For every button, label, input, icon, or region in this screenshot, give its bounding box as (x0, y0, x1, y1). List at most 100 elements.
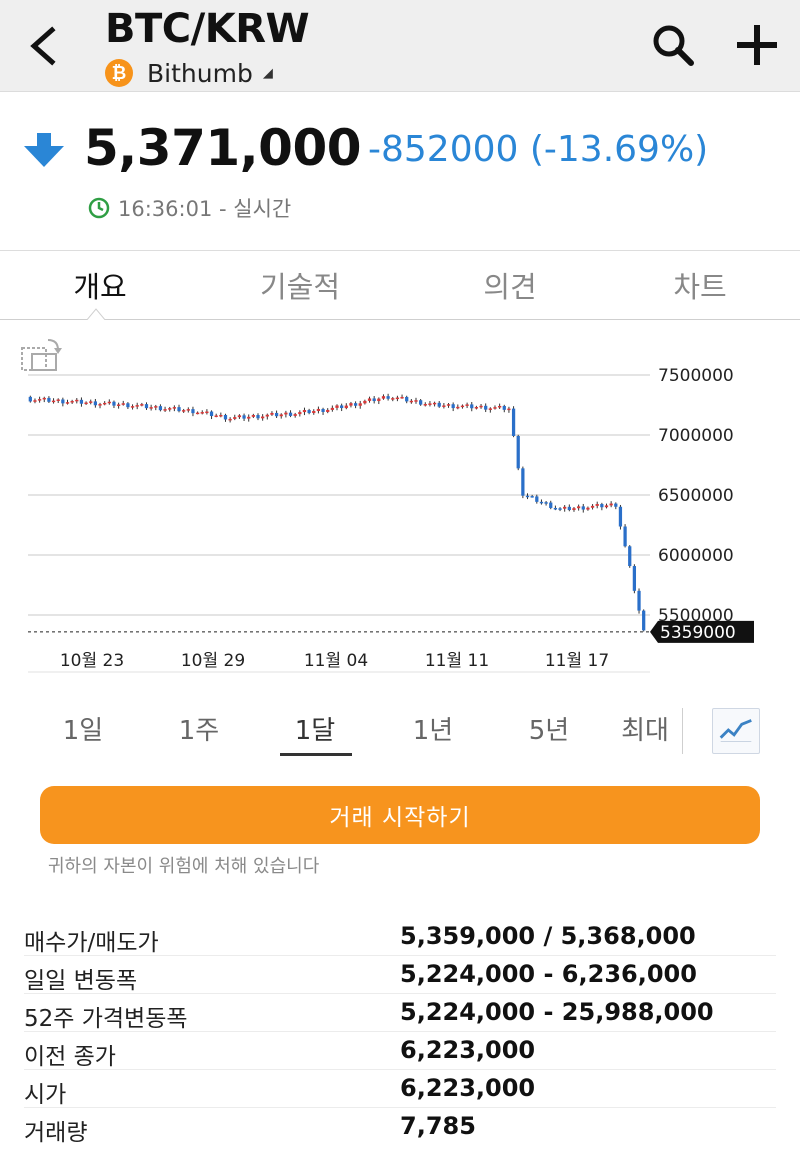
candle-body (628, 546, 632, 567)
stat-row-52w-range: 52주 가격변동폭 5,224,000 - 25,988,000 (24, 994, 776, 1032)
period-1y[interactable]: 1년 (412, 716, 454, 746)
stat-value: 6,223,000 (400, 1036, 536, 1064)
candle-body (140, 404, 144, 406)
start-trading-button[interactable]: 거래 시작하기 (40, 786, 760, 844)
candle-body (56, 399, 60, 401)
candle-body (442, 405, 446, 407)
period-1w[interactable]: 1주 (178, 716, 220, 746)
x-tick-label: 11월 17 (545, 651, 609, 671)
exchange-selector[interactable]: ₿ Bithumb ◢ (105, 58, 273, 88)
stat-row-open: 시가 6,223,000 (24, 1070, 776, 1108)
price-chart[interactable]: 7500000 7000000 6500000 6000000 5500000 10월 2… (0, 322, 800, 680)
active-tab-pointer (86, 308, 106, 321)
tab-overview[interactable]: 개요 (73, 270, 127, 304)
stat-row-volume: 거래량 7,785 (24, 1108, 776, 1146)
candle-body (265, 414, 269, 417)
stat-row-day-range: 일일 변동폭 5,224,000 - 6,236,000 (24, 956, 776, 994)
candle-body (51, 400, 56, 403)
rotate-screen-icon[interactable] (18, 336, 64, 374)
stat-label: 이전 종가 (24, 1044, 116, 1070)
stat-row-prev-close: 이전 종가 6,223,000 (24, 1032, 776, 1070)
stat-label: 52주 가격변동폭 (24, 1006, 188, 1032)
y-tick-label: 6500000 (658, 486, 734, 506)
candle-body (242, 415, 246, 419)
candle-body (219, 414, 223, 417)
candle-body (135, 405, 139, 407)
candle-body (400, 396, 404, 399)
period-1m[interactable]: 1달 (294, 716, 336, 746)
tab-opinion[interactable]: 의견 (483, 270, 537, 304)
candle-body (516, 435, 520, 469)
candle-body (288, 412, 293, 416)
candle-body (446, 404, 451, 406)
candle-body (209, 411, 214, 417)
candle-body (274, 412, 279, 417)
back-icon[interactable] (22, 18, 66, 74)
stat-value: 5,359,000 / 5,368,000 (400, 922, 696, 950)
candle-body (256, 415, 260, 419)
candle-body (549, 502, 553, 508)
line-chart-icon[interactable] (712, 708, 760, 754)
y-tick-label: 6000000 (658, 546, 734, 566)
period-1d[interactable]: 1일 (62, 716, 104, 746)
candle-body (428, 403, 432, 405)
candle-body (414, 400, 418, 402)
period-max[interactable]: 최대 (621, 716, 669, 746)
candle-body (460, 405, 465, 408)
tab-chart[interactable]: 차트 (673, 270, 727, 304)
candle-body (214, 415, 218, 417)
period-5y[interactable]: 5년 (528, 716, 570, 746)
section-tabs: 개요 기술적 의견 차트 (0, 252, 800, 320)
current-price-label: 5359000 (660, 623, 736, 643)
candle-body (200, 412, 204, 414)
candle-body (372, 398, 376, 402)
candle-body (98, 404, 102, 406)
app-header: BTC/KRW ₿ Bithumb ◢ (0, 0, 800, 92)
candle-body (437, 402, 441, 407)
candle-body (191, 409, 195, 414)
pair-title: BTC/KRW (105, 6, 310, 52)
price-summary: 5,371,000 -852000 (-13.69%) 16:36:01 - 실… (0, 93, 800, 251)
candle-body (70, 401, 74, 403)
candle-body (182, 410, 186, 412)
candle-body (386, 396, 390, 399)
candle-body (358, 403, 362, 406)
stat-value: 5,224,000 - 6,236,000 (400, 960, 697, 988)
candle-body (103, 402, 107, 405)
candle-body (42, 397, 46, 400)
candle-body (618, 506, 623, 527)
price-change: -852000 (-13.69%) (368, 129, 709, 170)
tab-technical[interactable]: 기술적 (259, 270, 341, 304)
candle-body (251, 415, 255, 417)
candle-body (84, 402, 88, 405)
candle-body (293, 414, 297, 416)
update-time: 16:36:01 - 실시간 (88, 193, 291, 223)
candle-body (344, 405, 348, 409)
candle-body (284, 412, 288, 415)
stat-label: 거래량 (24, 1120, 88, 1146)
candle-body (340, 405, 344, 409)
candle-body (121, 403, 125, 405)
candle-body (572, 508, 576, 511)
candle-body (116, 404, 121, 406)
candle-body (312, 411, 316, 414)
candle-body (186, 409, 190, 411)
candle-body (563, 506, 567, 509)
candle-body (149, 407, 153, 409)
risk-warning: 귀하의 자본이 위험에 처해 있습니다 (48, 856, 320, 877)
candle-body (419, 400, 423, 405)
x-tick-label: 10월 23 (60, 651, 124, 671)
candle-body (609, 503, 613, 506)
candle-body (484, 405, 488, 410)
candle-body (270, 412, 274, 415)
search-icon[interactable] (650, 22, 696, 68)
candle-body (381, 396, 386, 399)
candle-body (353, 403, 358, 406)
candle-body (600, 504, 604, 508)
candle-body (604, 505, 609, 508)
arrow-down-icon (24, 133, 64, 167)
period-selector: 1일 1주 1달 1년 5년 최대 (0, 702, 800, 766)
candle-body (158, 406, 163, 411)
plus-icon[interactable] (734, 22, 780, 68)
